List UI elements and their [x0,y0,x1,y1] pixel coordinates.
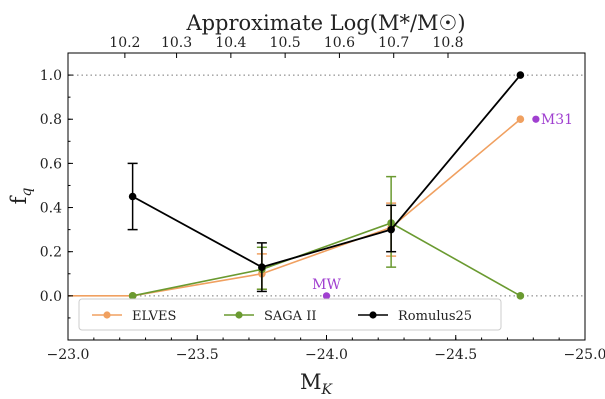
x-tick-label: −25.0 [564,347,605,363]
top-tick-label: 10.3 [161,35,192,51]
legend-frame [78,298,502,331]
legend-label: SAGA II [264,309,316,324]
top-tick-label: 10.8 [432,35,463,51]
x-tick-label: −23.0 [47,347,90,363]
annotation-point [322,292,331,300]
legend: ELVES SAGA II Romulus25 [78,298,502,331]
legend-swatch-marker [369,311,377,319]
data-point [128,292,137,300]
legend-label: Romulus25 [398,309,472,324]
legend-swatch-marker [103,311,111,319]
legend-swatch-marker [235,311,243,319]
y-tick-label: 0.0 [40,289,62,305]
y-tick-label: 0.8 [40,112,62,128]
data-point [128,192,137,201]
y-axis-title: fq [7,188,35,205]
top-axis-title: Approximate Log(M*/M☉) [185,11,465,35]
top-tick-label: 10.7 [378,35,409,51]
annotation-label: M31 [541,112,573,128]
x-tick-label: −23.5 [176,347,219,363]
annotation-point [532,115,540,123]
reference-lines [68,74,585,297]
x-tick-label: −24.5 [434,347,477,363]
top-tick-label: 10.4 [215,35,246,51]
series-line [132,74,522,269]
top-tick-label: 10.2 [109,35,140,51]
series-layer [68,71,525,300]
top-tick-label: 10.5 [270,35,301,51]
x-tick-label: −24.0 [305,347,348,363]
annotation-label: MW [312,277,341,293]
data-point [516,71,525,79]
data-point [258,263,266,271]
legend-label: ELVES [132,309,176,324]
series-line [132,222,521,297]
y-tick-label: 1.0 [40,68,62,84]
data-point [516,292,525,300]
annotations: MW M31 [312,112,573,300]
x-axis-title: MK [300,370,334,398]
y-tick-label: 0.2 [40,245,62,261]
data-point [387,225,395,234]
y-tick-label: 0.6 [40,156,62,172]
y-tick-label: 0.4 [40,201,62,217]
top-tick-label: 10.6 [324,35,355,51]
data-point [516,115,525,124]
axes: −23.0 −23.5 −24.0 −24.5 −25.0 0.0 0.2 0.4 0.6 0.8… [40,35,605,363]
